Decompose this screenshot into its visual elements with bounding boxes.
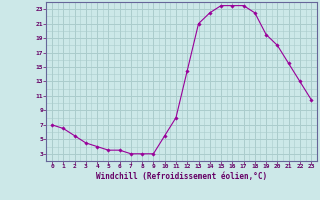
X-axis label: Windchill (Refroidissement éolien,°C): Windchill (Refroidissement éolien,°C): [96, 172, 267, 181]
